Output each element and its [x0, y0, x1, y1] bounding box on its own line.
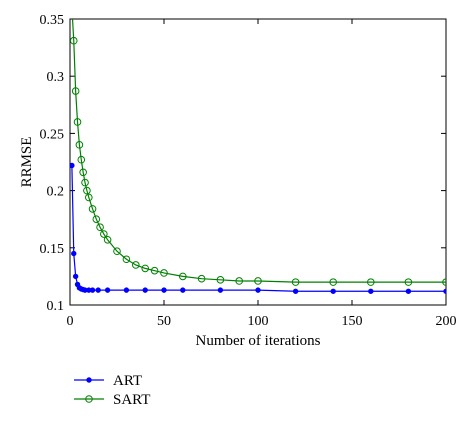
series-line-sart — [71, 19, 446, 283]
data-point-art — [180, 287, 186, 293]
data-point-sart — [197, 274, 206, 283]
legend-label: SART — [113, 392, 150, 408]
data-point-sart — [70, 36, 78, 45]
data-point-art — [70, 162, 75, 169]
x-tick-label: 150 — [342, 314, 363, 329]
data-point-sart — [132, 261, 140, 269]
y-tick-label: 0.15 — [40, 242, 65, 257]
legend: ART SART — [74, 373, 150, 408]
y-axis-title: RRMSE — [19, 137, 35, 188]
data-point-sart — [96, 223, 104, 232]
x-tick-label: 200 — [436, 314, 457, 329]
data-point-art — [142, 287, 148, 293]
data-point-sart — [100, 230, 108, 238]
data-point-art — [443, 288, 446, 294]
x-tick-label: 50 — [157, 314, 171, 329]
data-point-art — [330, 288, 336, 294]
data-point-sart — [235, 277, 243, 285]
data-point-art — [255, 287, 261, 293]
series-line-art — [71, 165, 446, 292]
data-point-art — [72, 273, 79, 280]
data-point-sart — [329, 278, 338, 286]
data-point-sart — [83, 186, 91, 195]
legend-item-art: ART — [74, 373, 142, 389]
data-point-sart — [122, 255, 131, 264]
y-tick-label: 0.3 — [47, 70, 65, 85]
data-point-sart — [69, 4, 76, 11]
data-point-art — [89, 287, 96, 293]
data-point-art — [217, 287, 224, 293]
legend-swatch-marker — [85, 395, 93, 403]
data-point-sart — [254, 277, 262, 285]
data-point-sart — [103, 235, 112, 244]
data-point-sart — [150, 266, 159, 275]
x-tick-label: 100 — [248, 314, 269, 329]
series-sart — [69, 4, 446, 286]
y-tick-label: 0.35 — [40, 13, 65, 28]
legend-swatch-marker — [86, 377, 92, 383]
data-point-sart — [442, 278, 446, 286]
data-point-sart — [404, 278, 413, 286]
data-point-sart — [160, 269, 168, 277]
data-point-sart — [367, 278, 375, 286]
data-point-art — [95, 287, 101, 293]
series-art — [70, 162, 446, 294]
legend-item-sart: SART — [74, 392, 150, 408]
series-layer — [69, 4, 446, 294]
data-point-sart — [92, 215, 101, 223]
y-tick-label: 0.2 — [47, 185, 65, 200]
data-point-sart — [216, 276, 225, 284]
legend-label: ART — [113, 373, 142, 389]
data-point-sart — [71, 87, 80, 95]
data-point-sart — [79, 168, 87, 177]
data-point-sart — [75, 141, 84, 149]
data-point-art — [123, 287, 130, 293]
x-ticks: 0 50 100 150 200 — [67, 19, 457, 329]
data-point-sart — [291, 278, 300, 286]
data-point-art — [292, 288, 299, 294]
y-tick-label: 0.25 — [40, 127, 65, 142]
data-point-art — [104, 287, 111, 293]
data-point-sart — [81, 178, 89, 187]
data-point-sart — [73, 118, 82, 126]
data-point-art — [71, 250, 77, 257]
data-point-sart — [113, 247, 121, 256]
data-point-art — [161, 287, 167, 293]
y-tick-label: 0.1 — [47, 299, 65, 314]
data-point-sart — [77, 155, 86, 164]
data-point-art — [368, 288, 374, 294]
data-point-sart — [88, 205, 97, 213]
data-point-sart — [141, 264, 149, 273]
data-point-sart — [85, 193, 93, 202]
data-point-art — [405, 288, 412, 294]
x-axis-title: Number of iterations — [196, 333, 321, 349]
x-tick-label: 0 — [67, 314, 74, 329]
data-point-sart — [179, 272, 187, 281]
y-ticks: 0.1 0.15 0.2 0.25 0.3 0.35 — [40, 13, 446, 314]
